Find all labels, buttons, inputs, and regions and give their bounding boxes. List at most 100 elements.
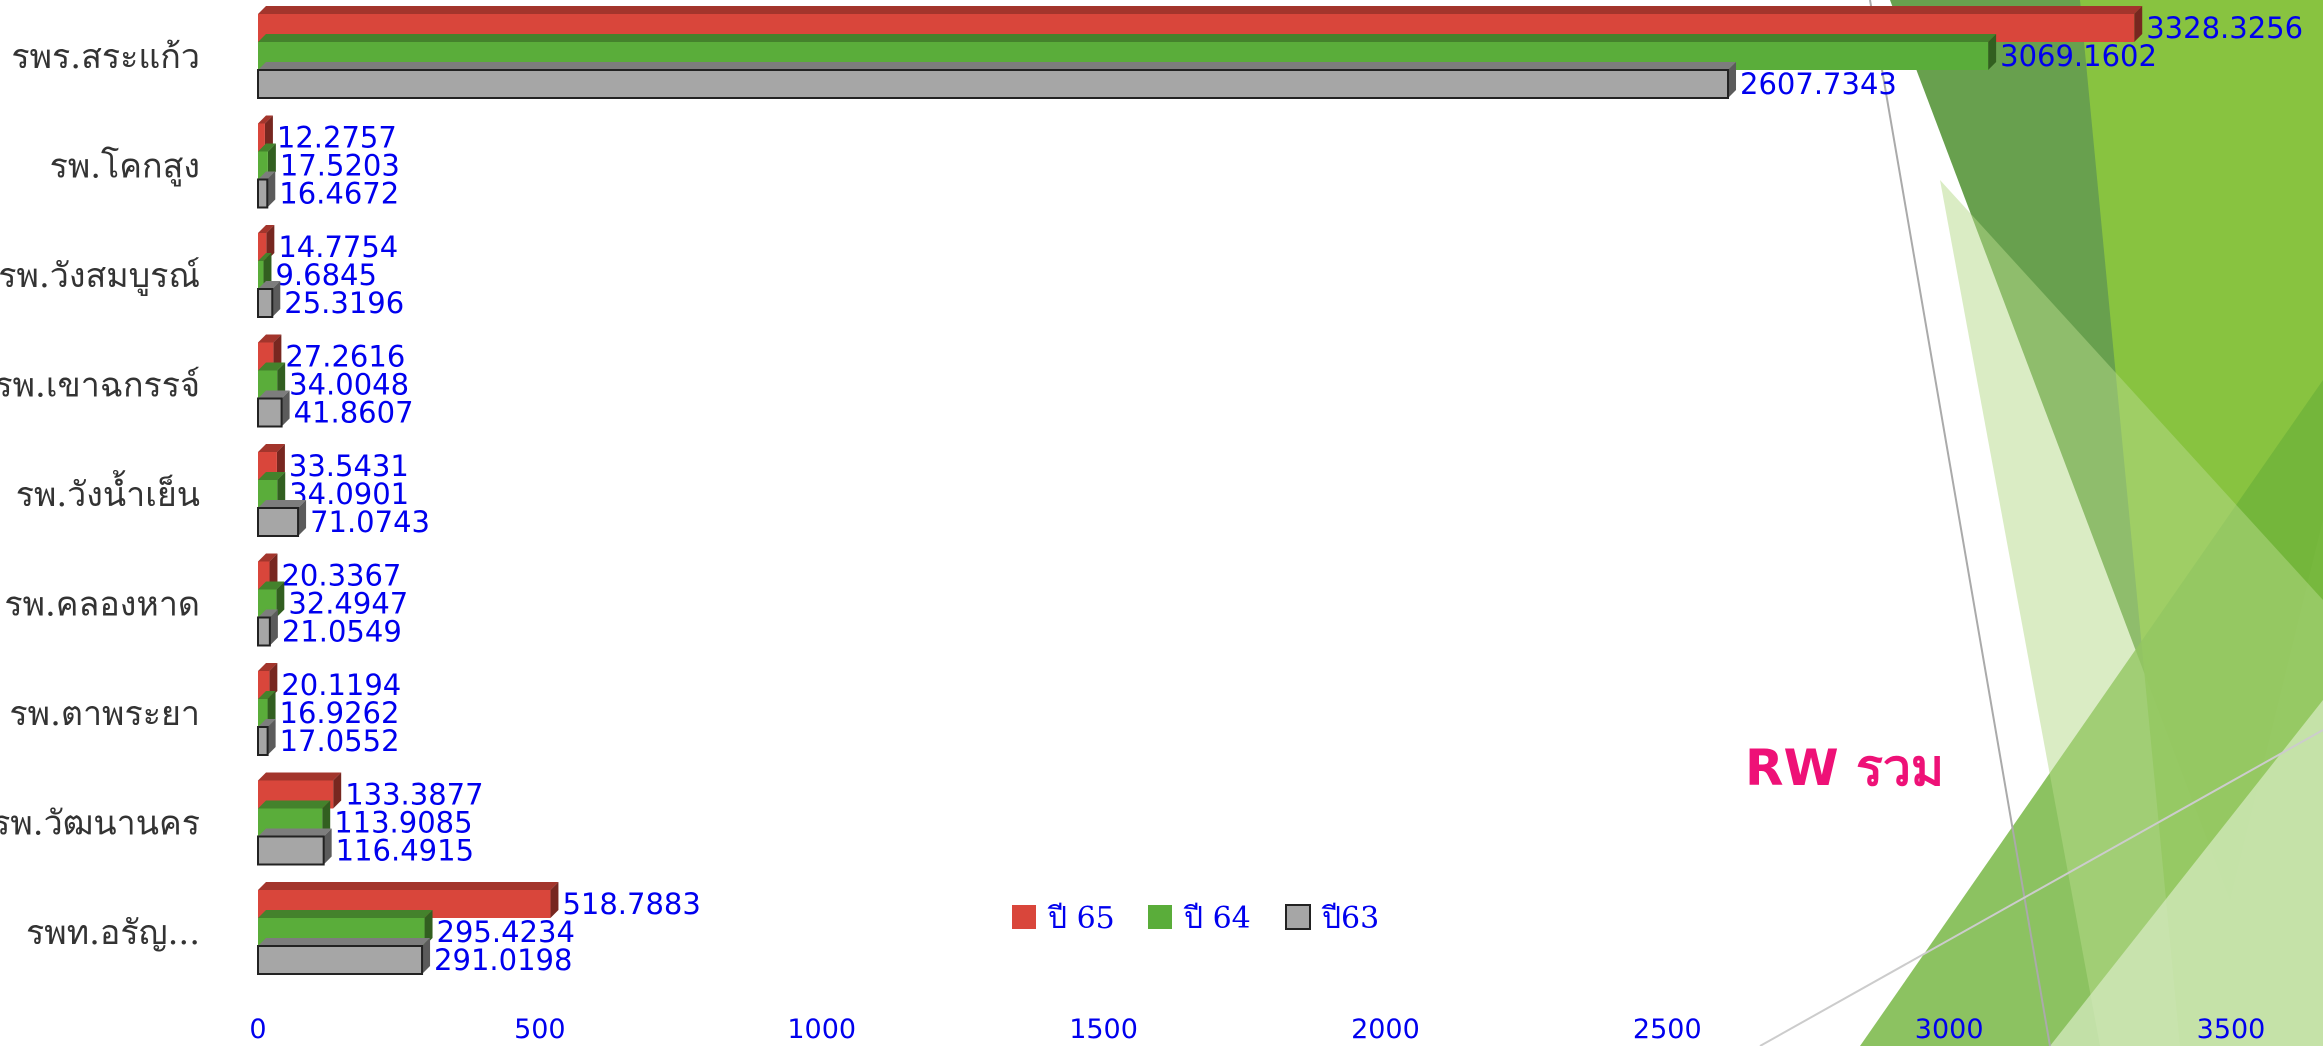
bar-top xyxy=(258,938,431,946)
bar-side xyxy=(422,938,431,974)
y-tick-label: รพ.โคกสูง xyxy=(50,147,200,187)
value-label: 9.6845 xyxy=(275,258,376,292)
bar-side xyxy=(333,772,342,809)
value-label: 20.3367 xyxy=(281,559,401,593)
value-label: 33.5431 xyxy=(289,449,409,483)
value-label: 32.4947 xyxy=(288,587,408,621)
value-label: 34.0048 xyxy=(289,368,409,402)
legend-label: ปี 65 xyxy=(1047,901,1115,936)
x-tick-label: 2500 xyxy=(1633,1014,1702,1045)
legend-swatch xyxy=(1148,905,1172,929)
bar-side xyxy=(267,171,276,208)
x-tick-label: 500 xyxy=(514,1014,566,1045)
bar-top xyxy=(258,6,2143,14)
bar-top xyxy=(258,334,282,343)
value-label: 25.3196 xyxy=(284,286,404,320)
value-label: 16.4672 xyxy=(279,177,399,211)
bar-top xyxy=(258,553,278,562)
bar-side xyxy=(424,910,433,946)
bar xyxy=(257,69,1730,99)
bar-side xyxy=(276,581,285,618)
bar xyxy=(258,561,270,590)
bar-side xyxy=(1988,34,1997,70)
bar-top xyxy=(258,828,332,837)
value-label: 34.0901 xyxy=(289,477,409,511)
legend-swatch xyxy=(1285,904,1311,930)
bar-top xyxy=(258,444,285,452)
bar-side xyxy=(276,444,285,480)
value-label: 21.0549 xyxy=(282,615,402,649)
bar xyxy=(257,616,271,647)
bar xyxy=(257,507,300,537)
bar-side xyxy=(323,828,332,865)
bar-top xyxy=(258,253,272,261)
x-tick-label: 0 xyxy=(249,1014,266,1045)
value-label: 133.3877 xyxy=(345,778,483,812)
bar-side xyxy=(277,472,286,508)
bar-top xyxy=(258,34,1997,42)
value-label: 17.5203 xyxy=(280,149,400,183)
bar-top xyxy=(258,663,278,671)
bar xyxy=(257,945,424,975)
bar-top xyxy=(258,171,276,180)
value-label: 3069.1602 xyxy=(2000,39,2157,73)
x-tick-label: 2000 xyxy=(1351,1014,1420,1045)
value-label: 113.9085 xyxy=(334,806,472,840)
value-label: 116.4915 xyxy=(336,834,474,868)
bar-side xyxy=(272,281,281,317)
x-tick-label: 1500 xyxy=(1069,1014,1138,1045)
bar-side xyxy=(1728,62,1737,98)
bar-side xyxy=(264,115,273,152)
x-tick-label: 3500 xyxy=(2197,1014,2266,1045)
bar-side xyxy=(267,143,276,180)
bar-top xyxy=(258,115,273,124)
chart-title: RW รวม xyxy=(1745,739,1944,797)
bar-top xyxy=(258,390,290,399)
bar-side xyxy=(267,691,276,727)
bar-side xyxy=(267,719,276,755)
bar-top xyxy=(258,362,286,371)
value-label: 518.7883 xyxy=(562,887,700,921)
bar-top xyxy=(258,472,286,480)
bar-top xyxy=(258,225,275,233)
legend-label: ปี 64 xyxy=(1183,901,1251,936)
value-label: 12.2757 xyxy=(277,121,397,155)
bar-top xyxy=(258,882,559,890)
y-tick-label: รพ.วังสมบูรณ์ xyxy=(0,256,200,296)
y-tick-label: รพ.วัฒนานคร xyxy=(0,804,200,844)
bar-side xyxy=(298,500,307,536)
bar-side xyxy=(2134,6,2143,42)
x-tick-label: 1000 xyxy=(787,1014,856,1045)
bar-top xyxy=(258,910,433,918)
bar xyxy=(258,261,264,289)
y-tick-label: รพ.วังน้ำเย็น xyxy=(16,470,200,515)
bar-side xyxy=(266,225,275,261)
bar xyxy=(257,178,269,209)
bar xyxy=(258,151,268,180)
bar-side xyxy=(269,553,278,590)
value-label: 3328.3256 xyxy=(2146,11,2303,45)
bar-top xyxy=(258,62,1737,70)
legend-label: ปี63 xyxy=(1321,901,1379,936)
y-tick-label: รพ.ตาพระยา xyxy=(9,694,200,734)
background-decoration xyxy=(1759,0,2323,1046)
value-label: 295.4234 xyxy=(437,915,575,949)
bar-top xyxy=(258,691,276,699)
value-label: 20.1194 xyxy=(281,668,401,702)
bar xyxy=(257,726,269,756)
y-tick-label: รพ.เขาฉกรรจ์ xyxy=(0,366,200,406)
bar-top xyxy=(258,500,307,508)
value-label: 291.0198 xyxy=(434,943,572,977)
bar-top xyxy=(258,719,276,727)
bar-top xyxy=(258,772,342,781)
bar xyxy=(258,671,270,699)
x-tick-label: 3000 xyxy=(1915,1014,1984,1045)
bar-top xyxy=(258,800,331,809)
value-label: 14.7754 xyxy=(278,230,398,264)
y-tick-label: รพท.อรัญ... xyxy=(26,913,200,953)
bar xyxy=(258,233,267,261)
bar-side xyxy=(269,663,278,699)
bar-side xyxy=(281,390,290,427)
bar xyxy=(257,397,283,428)
